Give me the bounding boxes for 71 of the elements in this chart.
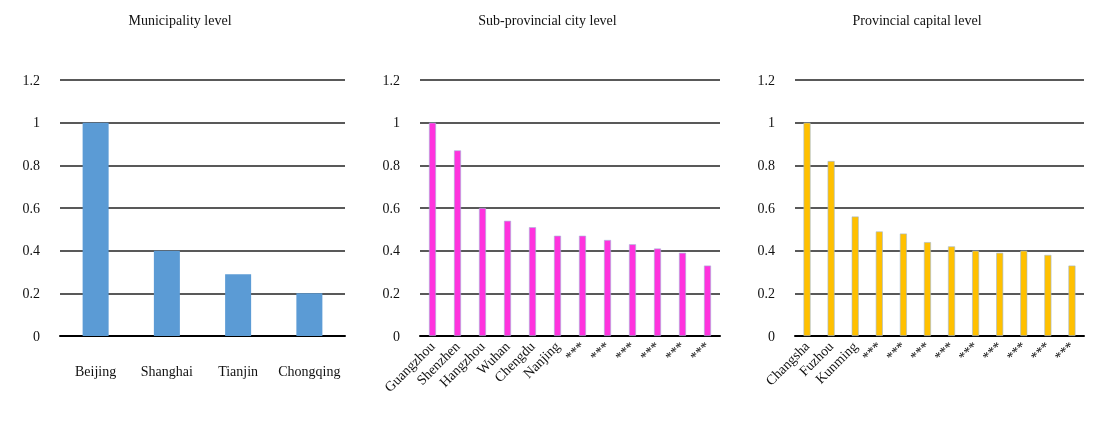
x-tick-label: *** — [859, 338, 885, 365]
bar — [554, 235, 561, 336]
bar — [629, 244, 636, 336]
x-tick-label: *** — [1003, 338, 1030, 365]
x-tick-label: Shanghai — [140, 363, 194, 379]
chart-title: Provincial capital level — [852, 12, 982, 28]
bar — [679, 252, 686, 336]
x-tick-label: *** — [687, 338, 713, 365]
y-tick-label: 1 — [768, 115, 775, 131]
y-tick-label: 0.6 — [757, 200, 775, 216]
bar — [454, 150, 461, 336]
bar — [82, 122, 109, 336]
bar — [948, 246, 956, 336]
bar — [851, 216, 859, 336]
y-tick-label: 0.6 — [382, 200, 400, 216]
y-tick-label: 0.8 — [22, 157, 40, 173]
x-tick-label: *** — [955, 338, 981, 365]
bar — [996, 252, 1004, 336]
y-tick-label: 0.4 — [757, 243, 775, 259]
chart-title: Municipality level — [128, 12, 232, 28]
bar — [1020, 250, 1028, 336]
y-tick-label: 0 — [768, 328, 775, 344]
x-tick-label: *** — [612, 338, 638, 365]
bar — [153, 250, 180, 336]
y-tick-label: 0.4 — [22, 243, 40, 259]
y-tick-label: 1.2 — [382, 72, 400, 88]
bar — [579, 235, 586, 336]
x-tick-label: *** — [931, 338, 957, 365]
x-tick-label: *** — [979, 338, 1006, 365]
bar — [827, 161, 835, 336]
x-tick-label: Tianjin — [218, 363, 259, 379]
bar — [429, 122, 436, 336]
bar — [803, 122, 811, 336]
chart-title: Sub-provincial city level — [478, 12, 617, 28]
x-tick-label: Chongqing — [278, 363, 341, 379]
x-tick-label: *** — [662, 338, 688, 365]
x-tick-label: *** — [1027, 338, 1054, 365]
bar — [654, 248, 661, 336]
x-tick-label: *** — [637, 338, 663, 365]
y-tick-label: 0 — [393, 328, 400, 344]
bar — [972, 250, 980, 336]
y-tick-label: 0.2 — [382, 285, 400, 301]
y-tick-label: 1 — [33, 115, 40, 131]
y-tick-label: 0.2 — [22, 285, 40, 301]
y-tick-label: 1 — [393, 115, 400, 131]
x-tick-label: *** — [883, 338, 909, 365]
bar — [225, 274, 252, 336]
y-tick-label: 1.2 — [757, 72, 775, 88]
bar — [875, 231, 883, 336]
x-tick-label: *** — [562, 338, 588, 365]
y-tick-label: 0.2 — [757, 285, 775, 301]
y-tick-label: 0 — [33, 328, 40, 344]
y-tick-label: 1.2 — [22, 72, 40, 88]
bar — [704, 265, 711, 336]
bar — [923, 242, 931, 336]
bar — [604, 240, 611, 336]
bar — [1068, 265, 1076, 336]
y-tick-label: 0.6 — [22, 200, 40, 216]
bar — [504, 220, 511, 336]
y-tick-label: 0.8 — [382, 157, 400, 173]
y-tick-label: 0.8 — [757, 157, 775, 173]
bar — [1044, 254, 1052, 336]
bar — [899, 233, 907, 336]
x-tick-label: *** — [1051, 338, 1078, 365]
bar — [479, 208, 486, 336]
x-tick-label: Beijing — [75, 363, 117, 379]
bar — [296, 293, 323, 336]
bar — [529, 227, 536, 336]
x-tick-label: *** — [587, 338, 613, 365]
y-tick-label: 0.4 — [382, 243, 400, 259]
x-tick-label: *** — [907, 338, 933, 365]
